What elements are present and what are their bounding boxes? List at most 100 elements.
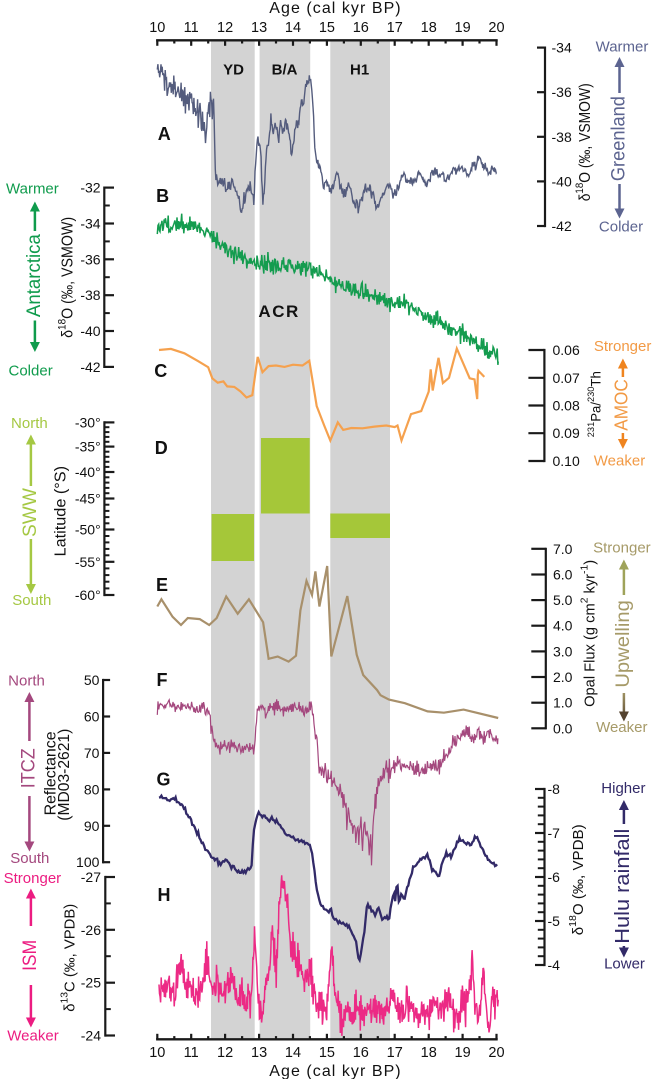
svg-text:D: D bbox=[155, 438, 168, 458]
svg-text:100: 100 bbox=[76, 854, 100, 870]
svg-text:-55°: -55° bbox=[75, 554, 101, 570]
svg-text:B/A: B/A bbox=[272, 61, 298, 78]
svg-text:G: G bbox=[156, 769, 170, 789]
svg-text:Warmer: Warmer bbox=[6, 180, 59, 197]
svg-text:14: 14 bbox=[285, 20, 301, 36]
svg-text:13: 13 bbox=[251, 1045, 267, 1061]
svg-text:0.10: 0.10 bbox=[553, 453, 580, 469]
svg-text:5.0: 5.0 bbox=[553, 592, 573, 608]
svg-text:Colder: Colder bbox=[9, 363, 53, 380]
svg-text:Weaker: Weaker bbox=[594, 452, 645, 469]
svg-text:70: 70 bbox=[84, 745, 100, 761]
svg-text:18: 18 bbox=[421, 1045, 437, 1061]
svg-text:ISM: ISM bbox=[20, 940, 41, 971]
svg-text:Higher: Higher bbox=[601, 780, 645, 797]
svg-text:-8: -8 bbox=[548, 781, 561, 797]
svg-text:E: E bbox=[156, 575, 168, 595]
svg-text:-30°: -30° bbox=[75, 414, 101, 430]
svg-text:10: 10 bbox=[149, 20, 165, 36]
svg-text:-40: -40 bbox=[552, 173, 572, 189]
svg-text:-38: -38 bbox=[80, 287, 100, 303]
svg-text:C: C bbox=[154, 361, 167, 381]
svg-text:δ18O (‰, VSMOW): δ18O (‰, VSMOW) bbox=[56, 217, 76, 338]
svg-text:-35°: -35° bbox=[75, 439, 101, 455]
svg-text:δ13C (‰, VPDB): δ13C (‰, VPDB) bbox=[58, 904, 78, 1012]
svg-text:7.0: 7.0 bbox=[553, 541, 573, 557]
svg-text:2.0: 2.0 bbox=[553, 669, 573, 685]
svg-text:Colder: Colder bbox=[599, 218, 643, 235]
svg-text:60: 60 bbox=[84, 709, 100, 725]
svg-text:Weaker: Weaker bbox=[7, 1028, 58, 1045]
svg-text:19: 19 bbox=[455, 1045, 471, 1061]
svg-text:1.0: 1.0 bbox=[553, 695, 573, 711]
svg-text:Hulu rainfall: Hulu rainfall bbox=[612, 829, 634, 944]
svg-text:South: South bbox=[10, 850, 49, 867]
svg-text:Warmer: Warmer bbox=[596, 38, 649, 55]
svg-text:AMOC: AMOC bbox=[612, 379, 632, 431]
svg-text:Age (cal kyr BP): Age (cal kyr BP) bbox=[269, 0, 401, 17]
svg-text:-4: -4 bbox=[548, 957, 561, 973]
svg-text:Opal Flux (g cm2 kyr-1): Opal Flux (g cm2 kyr-1) bbox=[578, 560, 598, 707]
svg-text:-36: -36 bbox=[552, 84, 572, 100]
svg-text:-45°: -45° bbox=[75, 491, 101, 507]
svg-text:Stronger: Stronger bbox=[593, 540, 651, 557]
svg-text:14: 14 bbox=[285, 1045, 301, 1061]
svg-text:11: 11 bbox=[184, 1045, 199, 1061]
svg-text:17: 17 bbox=[387, 20, 403, 36]
svg-text:Reflectance: Reflectance bbox=[42, 731, 59, 815]
svg-text:Latitude (°S): Latitude (°S) bbox=[53, 466, 70, 557]
svg-text:20: 20 bbox=[488, 1045, 504, 1061]
svg-text:-34: -34 bbox=[552, 40, 572, 56]
svg-text:North: North bbox=[8, 672, 45, 689]
svg-text:-40°: -40° bbox=[75, 464, 101, 480]
svg-text:-25: -25 bbox=[81, 975, 101, 991]
svg-text:Greenland: Greenland bbox=[609, 96, 630, 181]
svg-text:-40: -40 bbox=[80, 323, 100, 339]
svg-text:ITCZ: ITCZ bbox=[18, 748, 39, 788]
svg-text:-7: -7 bbox=[548, 825, 561, 841]
svg-text:South: South bbox=[12, 592, 51, 609]
svg-text:50: 50 bbox=[84, 672, 100, 688]
svg-text:YD: YD bbox=[223, 61, 244, 78]
svg-text:H: H bbox=[158, 885, 171, 905]
svg-text:A: A bbox=[158, 124, 171, 144]
svg-text:15: 15 bbox=[319, 1045, 335, 1061]
svg-text:-6: -6 bbox=[548, 869, 561, 885]
svg-text:H1: H1 bbox=[350, 61, 369, 78]
svg-text:0.0: 0.0 bbox=[553, 720, 573, 736]
svg-text:11: 11 bbox=[184, 20, 199, 36]
svg-text:-38: -38 bbox=[552, 129, 572, 145]
svg-text:12: 12 bbox=[217, 1045, 233, 1061]
svg-text:3.0: 3.0 bbox=[553, 643, 573, 659]
svg-text:ACR: ACR bbox=[258, 302, 299, 321]
svg-text:4.0: 4.0 bbox=[553, 618, 573, 634]
svg-text:90: 90 bbox=[84, 818, 100, 834]
svg-text:Upwelling: Upwelling bbox=[613, 600, 634, 688]
svg-text:δ18O (‰, VPDB): δ18O (‰, VPDB) bbox=[567, 824, 587, 935]
svg-text:10: 10 bbox=[149, 1045, 165, 1061]
svg-text:Age (cal kyr BP): Age (cal kyr BP) bbox=[269, 1063, 401, 1079]
svg-text:18: 18 bbox=[421, 20, 437, 36]
svg-text:15: 15 bbox=[319, 20, 335, 36]
svg-text:Weaker: Weaker bbox=[596, 719, 647, 736]
svg-text:19: 19 bbox=[455, 20, 471, 36]
svg-text:-42: -42 bbox=[552, 218, 572, 234]
svg-text:δ18O (‰, VSMOW): δ18O (‰, VSMOW) bbox=[574, 83, 594, 201]
svg-text:0.06: 0.06 bbox=[553, 342, 580, 358]
svg-text:SWW: SWW bbox=[20, 488, 41, 537]
svg-text:6.0: 6.0 bbox=[553, 567, 573, 583]
svg-text:16: 16 bbox=[353, 1045, 369, 1061]
svg-text:-42: -42 bbox=[80, 359, 100, 375]
svg-text:-34: -34 bbox=[80, 216, 100, 232]
svg-text:-27: -27 bbox=[81, 869, 101, 885]
svg-text:Stronger: Stronger bbox=[4, 870, 62, 887]
svg-text:-5: -5 bbox=[548, 913, 561, 929]
svg-text:Antarctica: Antarctica bbox=[24, 234, 45, 317]
svg-text:16: 16 bbox=[353, 20, 369, 36]
svg-text:-32: -32 bbox=[80, 180, 100, 196]
svg-text:B: B bbox=[156, 186, 169, 206]
svg-text:0.08: 0.08 bbox=[553, 398, 580, 414]
svg-text:17: 17 bbox=[387, 1045, 403, 1061]
svg-text:-60°: -60° bbox=[75, 587, 101, 603]
svg-text:(MD03-2621): (MD03-2621) bbox=[56, 729, 73, 821]
